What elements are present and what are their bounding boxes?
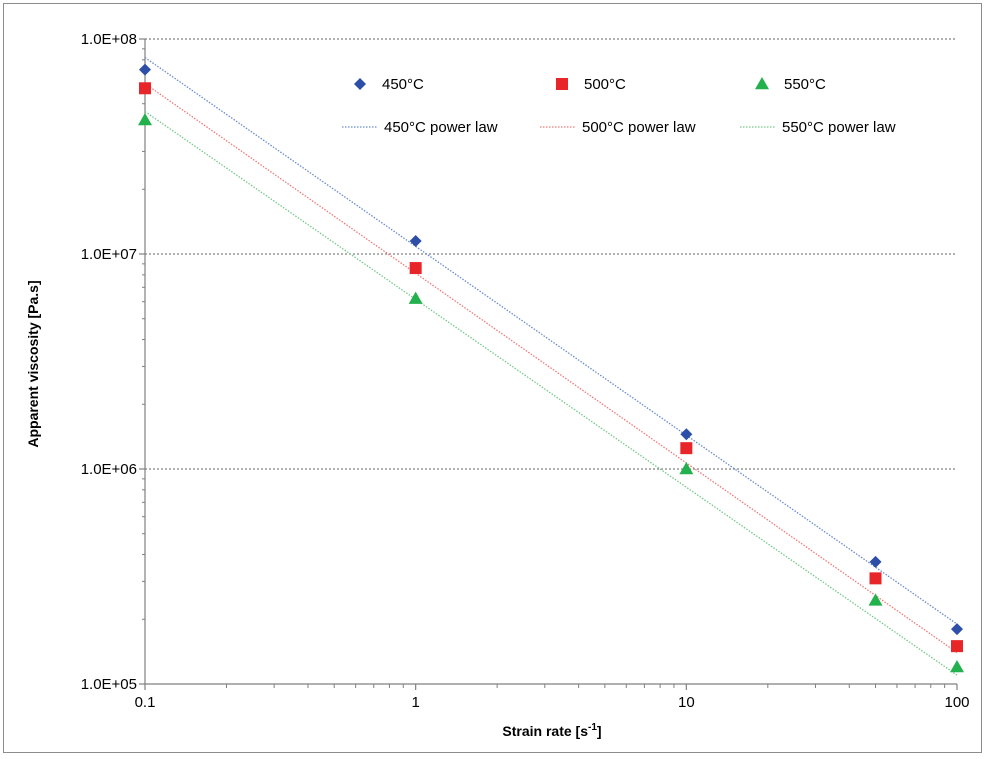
trendline <box>144 56 958 625</box>
legend-marker <box>354 78 366 90</box>
data-point <box>951 623 963 636</box>
legend-label: 450°C power law <box>384 119 498 136</box>
x-tick-label: 1 <box>411 694 419 711</box>
data-point <box>680 428 693 441</box>
x-tick-label: 0.1 <box>135 694 156 711</box>
x-axis-title-superscript: -1 <box>588 722 597 733</box>
y-tick-label: 1.0E+08 <box>81 31 137 48</box>
y-tick-label: 1.0E+07 <box>81 246 137 263</box>
data-point <box>139 82 151 95</box>
legend-label: 550°C <box>784 76 826 93</box>
data-point <box>951 640 963 653</box>
trendline <box>144 83 958 654</box>
x-tick-label: 10 <box>678 694 695 711</box>
data-point <box>869 572 882 585</box>
legend: 450°C 500°C 550°C 450°C power law 500°C powe… <box>342 76 896 136</box>
x-tick-label: 100 <box>944 694 969 711</box>
data-point <box>139 63 151 76</box>
legend-marker <box>755 77 769 90</box>
data-point <box>679 462 694 475</box>
axes <box>139 38 958 690</box>
data-point <box>409 262 422 275</box>
x-axis-title-end: ] <box>597 723 602 739</box>
data-point <box>138 113 152 126</box>
y-tick-label: 1.0E+06 <box>81 461 137 478</box>
legend-label: 550°C power law <box>782 119 896 136</box>
x-axis-title-main: Strain rate [s <box>502 723 588 739</box>
legend-label: 450°C <box>382 76 424 93</box>
tick-labels: 1.0E+05 1.0E+06 1.0E+07 1.0E+08 0.1 1 10 100 <box>81 31 970 711</box>
data-point <box>869 555 882 568</box>
legend-label: 500°C <box>584 76 626 93</box>
trendlines <box>144 56 958 676</box>
data-point <box>868 593 883 606</box>
data-point <box>409 234 422 247</box>
y-tick-label: 1.0E+05 <box>81 676 137 693</box>
y-axis-title: Apparent viscosity [Pa.s] <box>25 280 41 447</box>
legend-marker <box>556 78 568 90</box>
trendline <box>144 110 958 676</box>
x-axis-title: Strain rate [s-1] <box>502 722 601 739</box>
data-point <box>680 442 693 455</box>
data-point <box>950 659 964 673</box>
chart-frame <box>3 3 982 753</box>
data-markers <box>138 63 964 673</box>
data-point <box>408 291 423 304</box>
gridlines <box>145 38 957 470</box>
legend-label: 500°C power law <box>582 119 696 136</box>
